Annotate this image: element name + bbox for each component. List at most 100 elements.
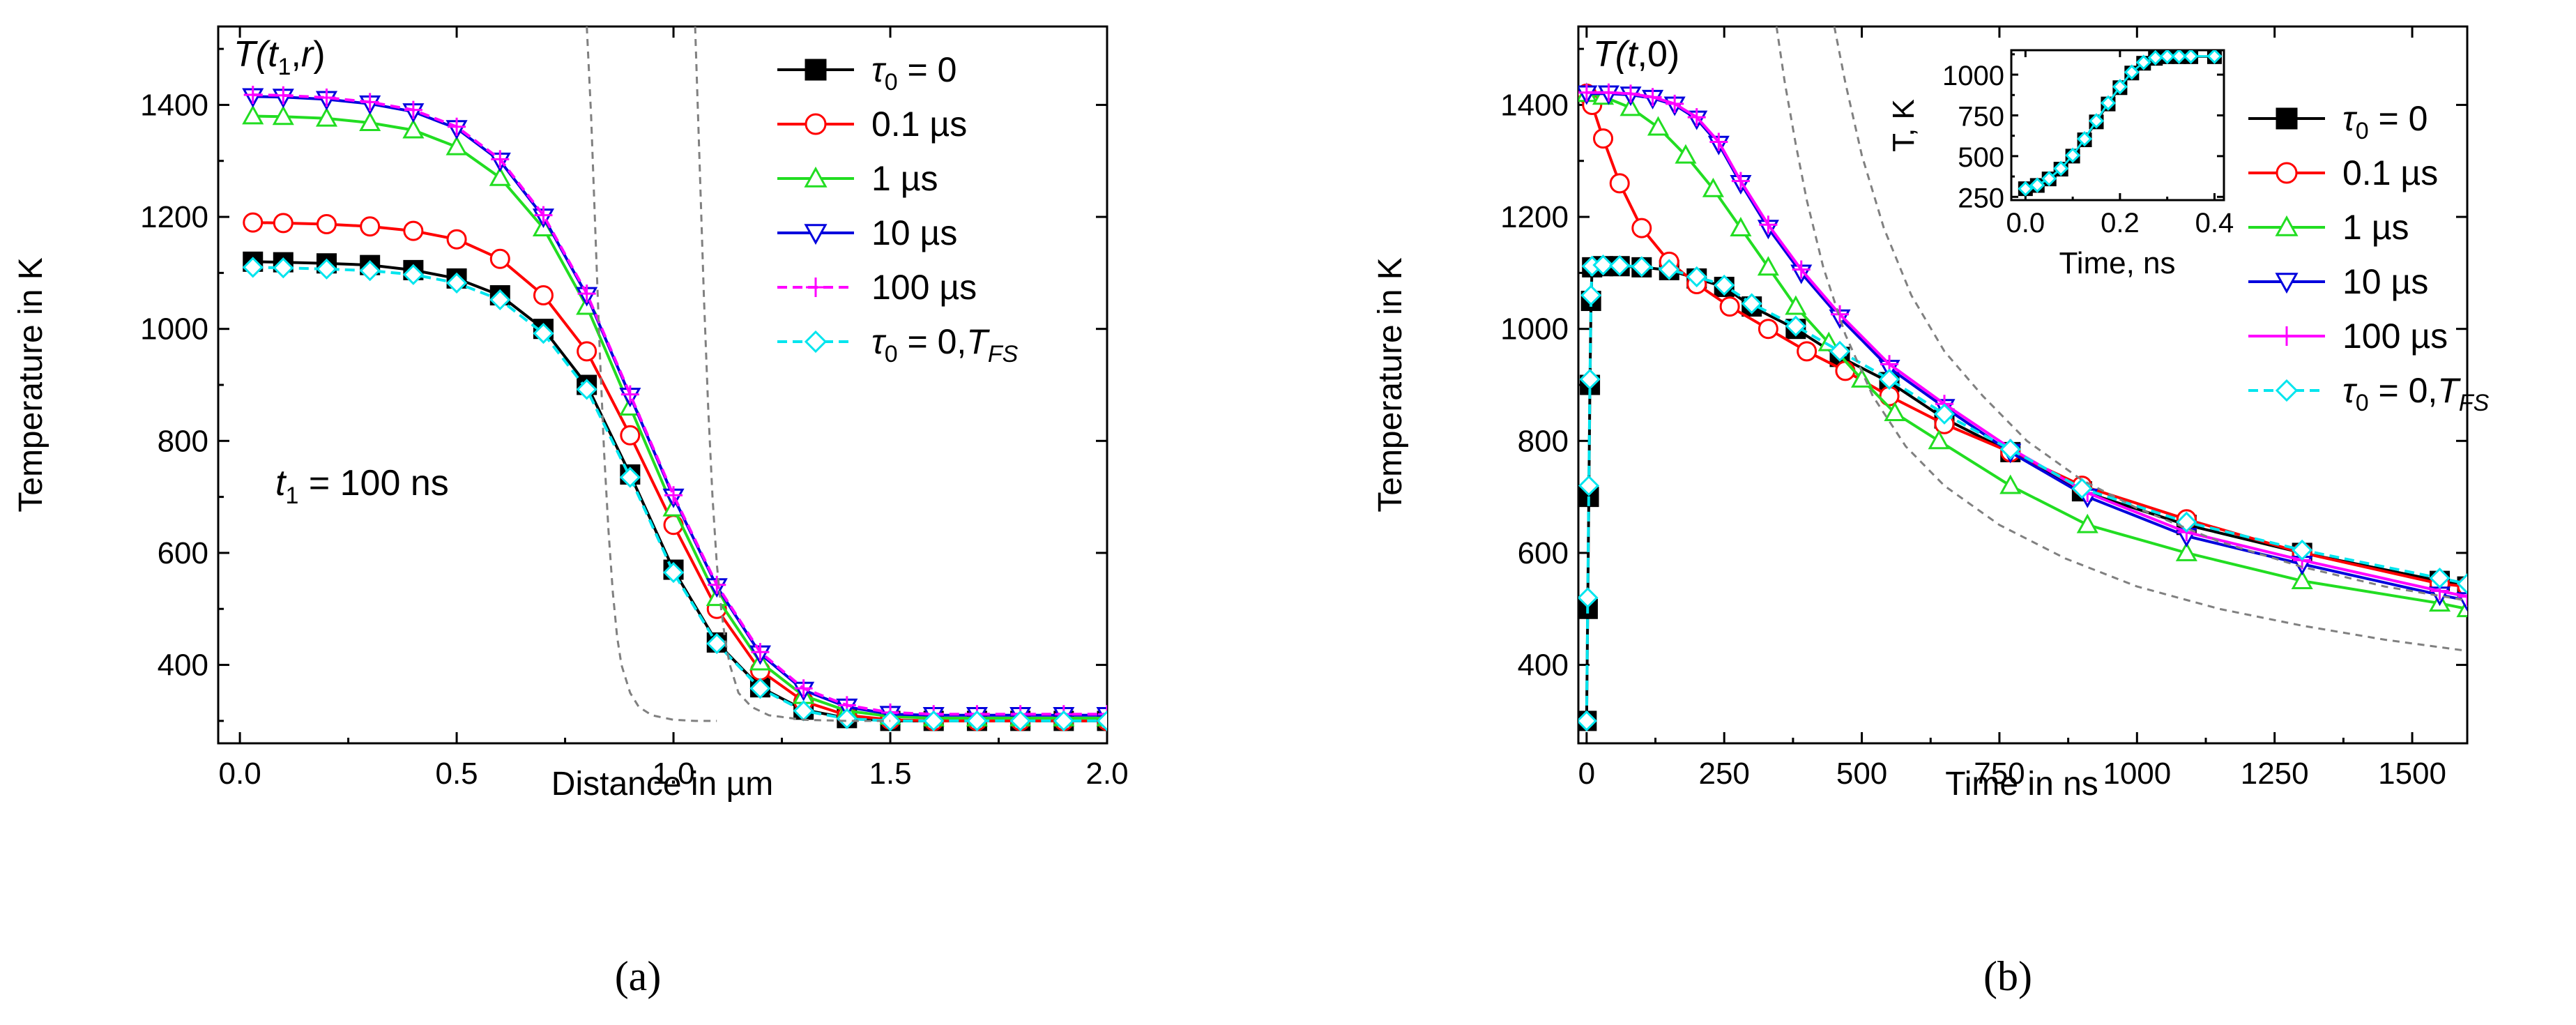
legend-marker — [806, 278, 825, 297]
series-area — [1578, 26, 2467, 731]
data-point-4 — [708, 575, 726, 594]
data-point-5 — [1741, 293, 1762, 314]
data-point-4 — [751, 643, 770, 662]
data-point-4 — [1709, 132, 1728, 151]
data-point-5 — [402, 264, 424, 285]
data-point-4 — [1643, 88, 1662, 107]
legend-label: τ0 = 0,TFS — [871, 322, 1019, 367]
data-point-1 — [2064, 147, 2081, 163]
data-point-5 — [445, 272, 468, 294]
data-point-2 — [272, 105, 294, 126]
data-point-1 — [2135, 54, 2151, 70]
data-point-1 — [316, 214, 337, 235]
panel-b-legend: τ0 = 0 0.1 µs 1 µs 10 µs 100 µs τ0 = 0,TFS — [2248, 99, 2490, 416]
panel-b-caption: (b) — [1983, 953, 2032, 999]
data-point-5 — [1579, 368, 1601, 390]
data-point-1 — [1719, 296, 1740, 317]
data-point-1 — [2124, 64, 2140, 80]
legend-marker — [2276, 107, 2298, 130]
legend-label: 100 µs — [2342, 317, 2448, 356]
data-point-5 — [2071, 478, 2093, 499]
series-line-5 — [252, 266, 1107, 722]
data-point-2 — [489, 166, 511, 186]
data-point-4 — [577, 284, 596, 303]
legend-label: 0.1 µs — [2342, 153, 2438, 192]
inset-series — [2018, 50, 2223, 197]
y-tick-label: 500 — [1958, 142, 2004, 173]
y-tick-label: 1200 — [1500, 200, 1569, 234]
x-tick-label: 1.5 — [869, 757, 911, 791]
data-point-5 — [1659, 259, 1680, 280]
data-point-4 — [243, 85, 262, 104]
y-tick-label: 250 — [1958, 183, 2004, 213]
series-line-2 — [252, 114, 1107, 720]
data-point-5 — [2429, 567, 2451, 589]
data-point-2 — [445, 135, 468, 155]
data-point-2 — [1702, 177, 1724, 197]
y-tick-label: 600 — [1518, 536, 1569, 570]
data-point-1 — [2147, 50, 2163, 66]
y-tick-label: 1200 — [140, 200, 208, 234]
legend-marker — [804, 166, 828, 188]
data-point-4 — [274, 86, 293, 105]
data-point-1 — [2171, 50, 2187, 64]
panel-a-axes: 0.0 0.5 1.0 1.5 2.0 400 600 800 1000 1200 1400 — [140, 26, 1129, 791]
data-point-2 — [242, 105, 264, 125]
data-point-5 — [1785, 315, 1806, 337]
data-point-4 — [1759, 215, 1778, 234]
legend-label: τ0 = 0 — [871, 50, 957, 96]
data-point-2 — [402, 119, 425, 139]
data-point-4 — [794, 679, 813, 698]
data-point-1 — [243, 212, 264, 233]
panel-b-ylabel: Temperature in K — [1372, 257, 1409, 512]
legend-label: 0.1 µs — [871, 105, 967, 144]
data-point-1 — [403, 220, 424, 241]
data-point-4 — [1599, 83, 1618, 102]
data-point-1 — [2018, 181, 2034, 197]
data-point-5 — [1578, 587, 1599, 609]
data-point-1 — [1593, 128, 1614, 149]
data-point-1 — [2183, 50, 2199, 64]
data-point-5 — [359, 260, 381, 282]
series-line-3 — [252, 95, 1107, 717]
y-tick-label: 1000 — [140, 312, 208, 347]
legend-marker — [2275, 215, 2299, 236]
data-point-5 — [1578, 475, 1600, 496]
data-point-5 — [1009, 710, 1031, 731]
data-point-1 — [2053, 160, 2069, 176]
panel-b-title-annotation: T(t,0) — [1593, 34, 1679, 75]
data-point-5 — [1878, 368, 1900, 390]
data-point-2 — [315, 107, 338, 127]
data-point-2 — [2175, 541, 2197, 561]
panel-a-frame — [217, 25, 1108, 745]
data-point-5 — [836, 708, 858, 729]
data-point-4 — [1731, 172, 1750, 190]
x-tick-label: 1250 — [2241, 757, 2309, 791]
data-point-1 — [533, 285, 554, 305]
x-tick-label: 0.5 — [435, 757, 478, 791]
data-point-1 — [1609, 173, 1630, 194]
data-point-1 — [2076, 131, 2093, 147]
data-point-4 — [620, 385, 639, 404]
panel-b: 0 250 500 750 1000 1250 1500 400 600 800 1000 1200 1… — [1372, 25, 2490, 999]
data-point-2 — [2076, 513, 2098, 533]
panel-a-legend: τ0 = 0 0.1 µs 1 µs 10 µs 100 µs τ0 = 0,TFS — [777, 50, 1019, 367]
x-tick-label: 0.4 — [2195, 208, 2234, 238]
legend-label: τ0 = 0,TFS — [2342, 371, 2490, 416]
data-point-1 — [2159, 50, 2175, 65]
data-point-4 — [1578, 83, 1596, 102]
x-tick-label: 0 — [1578, 757, 1595, 791]
legend-label: 10 µs — [2342, 262, 2428, 301]
legend-label: τ0 = 0 — [2342, 99, 2428, 144]
panel-b-axes: 0 250 500 750 1000 1250 1500 400 600 800 1000 1200 1… — [1500, 26, 2467, 791]
x-tick-label: 1000 — [2103, 757, 2171, 791]
data-point-2 — [2291, 570, 2313, 589]
reference-dashed-line — [586, 26, 717, 722]
x-tick-label: 500 — [1836, 757, 1887, 791]
data-point-5 — [1609, 255, 1631, 277]
data-point-2 — [359, 112, 381, 132]
series-area — [2018, 50, 2223, 197]
y-tick-label: 750 — [1958, 101, 2004, 132]
y-tick-label: 800 — [158, 424, 208, 458]
legend-marker — [804, 224, 828, 245]
